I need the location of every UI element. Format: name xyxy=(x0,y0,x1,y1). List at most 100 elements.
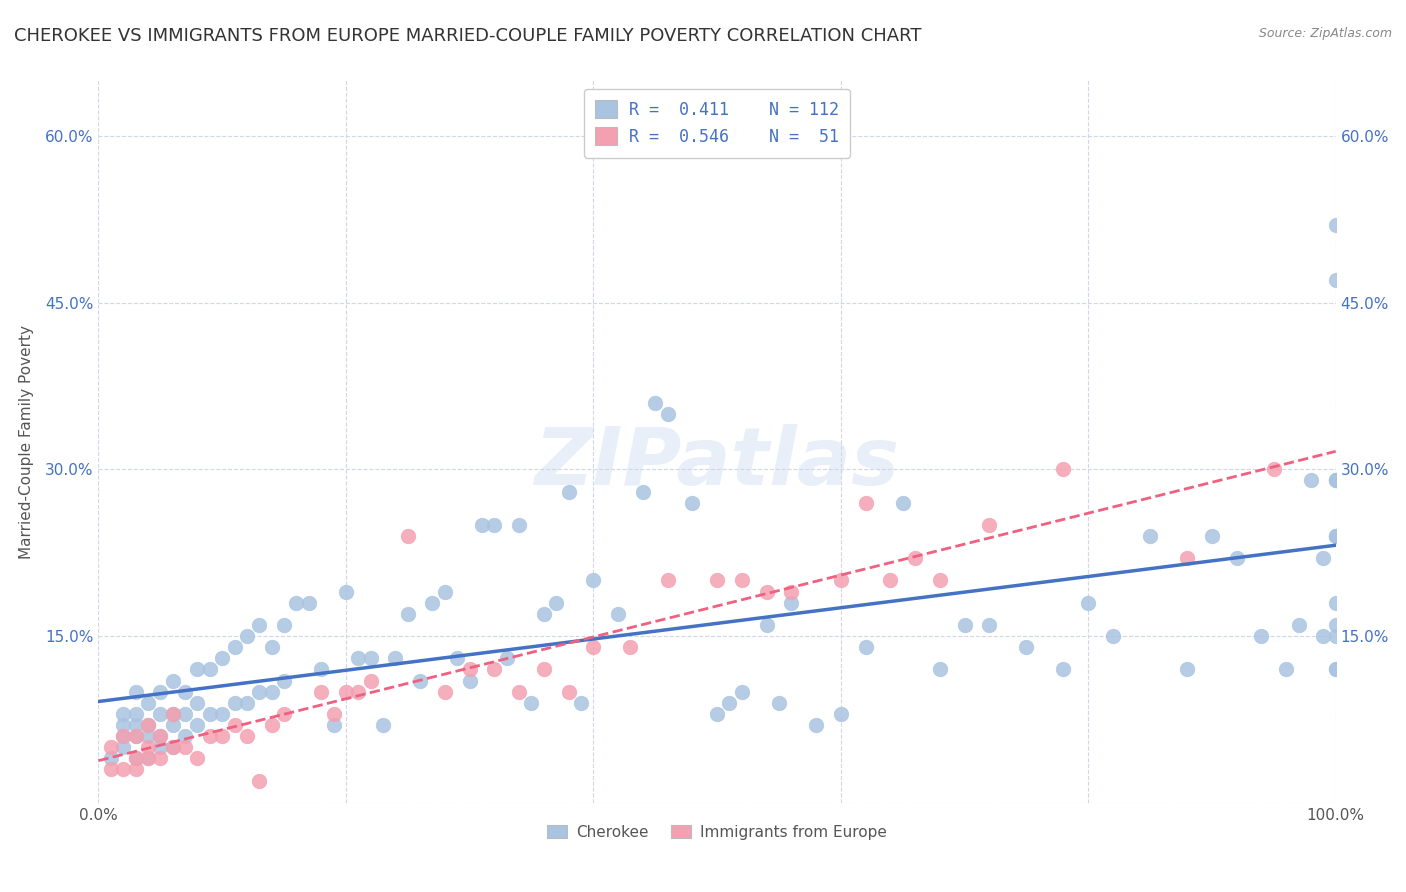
Point xyxy=(582,574,605,588)
Point xyxy=(149,684,172,698)
Point xyxy=(136,718,159,732)
Point xyxy=(755,618,778,632)
Point xyxy=(409,673,432,688)
Point xyxy=(360,673,382,688)
Point xyxy=(371,718,394,732)
Point xyxy=(322,706,344,721)
Point xyxy=(1312,629,1334,643)
Point xyxy=(136,751,159,765)
Point xyxy=(247,618,270,632)
Point xyxy=(112,740,135,755)
Point xyxy=(112,718,135,732)
Point xyxy=(162,740,184,755)
Point xyxy=(780,584,803,599)
Point xyxy=(471,517,494,532)
Point xyxy=(1250,629,1272,643)
Point xyxy=(928,574,950,588)
Point xyxy=(582,640,605,655)
Point xyxy=(322,718,344,732)
Point xyxy=(879,574,901,588)
Point xyxy=(149,706,172,721)
Point xyxy=(112,729,135,743)
Point xyxy=(706,706,728,721)
Point xyxy=(718,696,741,710)
Point xyxy=(928,662,950,676)
Point xyxy=(855,640,877,655)
Point xyxy=(644,395,666,409)
Point xyxy=(149,729,172,743)
Point xyxy=(124,751,146,765)
Point xyxy=(247,684,270,698)
Point xyxy=(136,696,159,710)
Point xyxy=(198,729,221,743)
Point xyxy=(236,696,259,710)
Point xyxy=(124,684,146,698)
Point xyxy=(1324,529,1347,543)
Point xyxy=(1139,529,1161,543)
Point xyxy=(211,729,233,743)
Point xyxy=(484,517,506,532)
Point xyxy=(607,607,630,621)
Point xyxy=(1299,474,1322,488)
Point xyxy=(335,684,357,698)
Point xyxy=(162,673,184,688)
Point xyxy=(162,718,184,732)
Point xyxy=(162,740,184,755)
Point xyxy=(149,751,172,765)
Point xyxy=(979,517,1001,532)
Point xyxy=(1324,474,1347,488)
Point xyxy=(124,729,146,743)
Point xyxy=(904,551,927,566)
Point xyxy=(1175,551,1198,566)
Point xyxy=(1324,273,1347,287)
Point xyxy=(335,584,357,599)
Text: ZIPatlas: ZIPatlas xyxy=(534,425,900,502)
Point xyxy=(384,651,406,665)
Point xyxy=(1052,662,1074,676)
Point xyxy=(136,751,159,765)
Point xyxy=(1324,529,1347,543)
Point xyxy=(347,684,370,698)
Point xyxy=(631,484,654,499)
Point xyxy=(198,662,221,676)
Point xyxy=(804,718,827,732)
Point xyxy=(433,684,456,698)
Point xyxy=(533,662,555,676)
Point xyxy=(1324,662,1347,676)
Point xyxy=(136,740,159,755)
Point xyxy=(533,607,555,621)
Point xyxy=(557,684,579,698)
Point xyxy=(855,496,877,510)
Point xyxy=(953,618,976,632)
Point xyxy=(236,729,259,743)
Point xyxy=(1175,662,1198,676)
Point xyxy=(198,706,221,721)
Point xyxy=(446,651,468,665)
Text: CHEROKEE VS IMMIGRANTS FROM EUROPE MARRIED-COUPLE FAMILY POVERTY CORRELATION CHA: CHEROKEE VS IMMIGRANTS FROM EUROPE MARRI… xyxy=(14,27,921,45)
Point xyxy=(508,684,530,698)
Point xyxy=(569,696,592,710)
Point xyxy=(768,696,790,710)
Point xyxy=(273,673,295,688)
Point xyxy=(830,574,852,588)
Point xyxy=(458,662,481,676)
Point xyxy=(657,407,679,421)
Point xyxy=(1052,462,1074,476)
Point xyxy=(1288,618,1310,632)
Point xyxy=(557,484,579,499)
Point xyxy=(174,729,197,743)
Point xyxy=(124,729,146,743)
Point xyxy=(1201,529,1223,543)
Point xyxy=(396,529,419,543)
Point xyxy=(495,651,517,665)
Point xyxy=(174,706,197,721)
Point xyxy=(224,696,246,710)
Point xyxy=(273,618,295,632)
Point xyxy=(174,740,197,755)
Point xyxy=(1324,618,1347,632)
Point xyxy=(112,763,135,777)
Point xyxy=(1324,474,1347,488)
Point xyxy=(211,651,233,665)
Point xyxy=(520,696,543,710)
Point xyxy=(433,584,456,599)
